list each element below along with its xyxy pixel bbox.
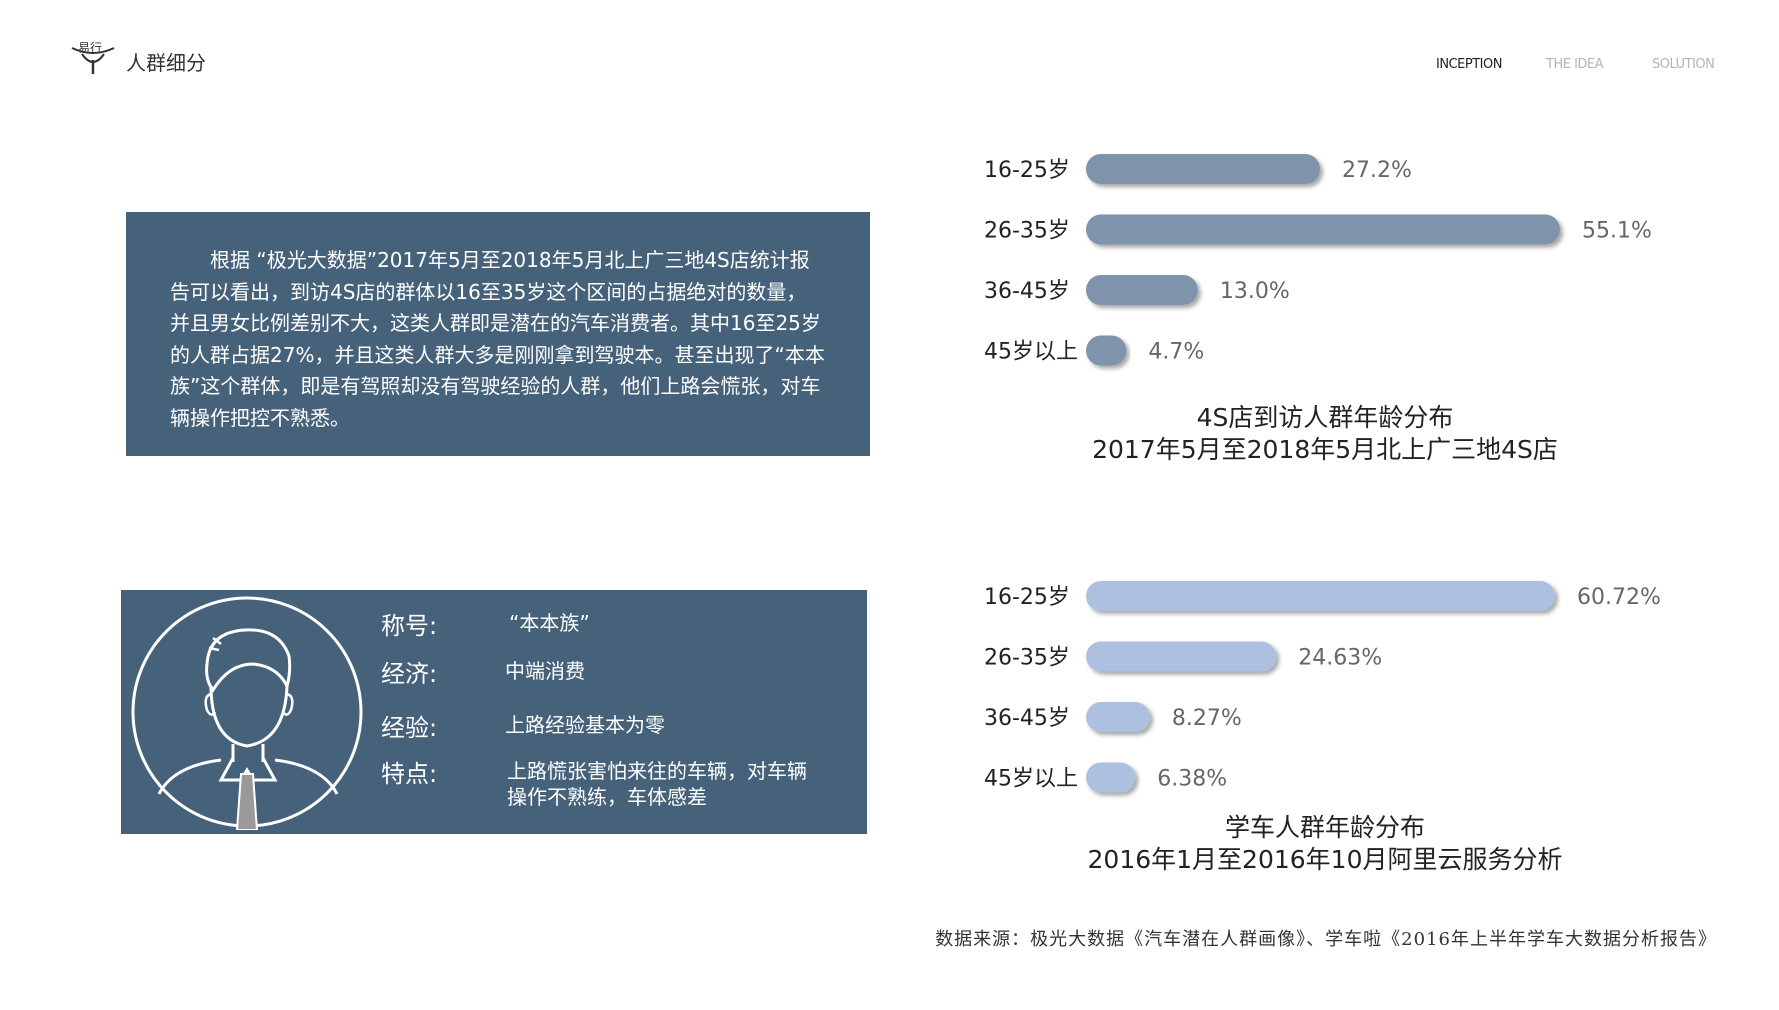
brand-logo-icon: 易行 <box>71 41 115 74</box>
category-label: 36-45岁 <box>984 279 1070 304</box>
category-label: 45岁以上 <box>984 767 1078 792</box>
profile-value-economy: 中端消费 <box>505 659 585 683</box>
chart-4s-visitors-age: 16-25岁 27.2% 26-35岁 55.1% 36-45岁 13.0% 45岁以上 4.… <box>984 154 1652 366</box>
chart-driving-learners-age: 16-25岁 60.72% 26-35岁 24.63% 36-45岁 8.27% 45岁以上… <box>984 581 1661 793</box>
logo-text: 易行 <box>78 41 102 55</box>
bar <box>1086 214 1560 245</box>
nav-inception[interactable]: INCEPTION <box>1436 57 1502 72</box>
category-label: 45岁以上 <box>984 340 1078 365</box>
value-label: 13.0% <box>1220 279 1290 304</box>
value-label: 60.72% <box>1577 585 1661 610</box>
category-label: 26-35岁 <box>984 646 1070 671</box>
bar <box>1086 275 1198 305</box>
chart-title-learners-main: 学车人群年龄分布 <box>1224 813 1425 842</box>
category-label: 16-25岁 <box>984 158 1070 183</box>
nav-solution[interactable]: SOLUTION <box>1652 57 1715 72</box>
profile-label-experience: 经验: <box>381 714 438 742</box>
value-label: 6.38% <box>1157 767 1227 792</box>
category-label: 36-45岁 <box>984 706 1070 731</box>
value-label: 24.63% <box>1298 646 1382 671</box>
category-label: 26-35岁 <box>984 219 1070 244</box>
page-title: 人群细分 <box>126 51 206 75</box>
person-avatar-icon <box>131 596 363 830</box>
profile-label-economy: 经济: <box>381 660 438 688</box>
chart-title-4s: 4S店到访人群年龄分布 2017年5月至2018年5月北上广三地4S店 <box>1060 402 1590 466</box>
chart-title-learners: 学车人群年龄分布 2016年1月至2016年10月阿里云服务分析 <box>1060 812 1590 876</box>
chart-title-4s-main: 4S店到访人群年龄分布 <box>1196 403 1454 432</box>
description-panel: 根据 “极光大数据”2017年5月至2018年5月北上广三地4S店统计报告可以看… <box>126 212 870 456</box>
bar <box>1086 641 1277 672</box>
bar <box>1086 762 1136 793</box>
chart-subtitle-4s: 2017年5月至2018年5月北上广三地4S店 <box>1092 435 1558 464</box>
value-label: 27.2% <box>1342 158 1412 183</box>
chart-subtitle-learners: 2016年1月至2016年10月阿里云服务分析 <box>1087 845 1563 874</box>
profile-panel: 称号: “本本族” 经济: 中端消费 经验: 上路经验基本为零 特点: 上路慌张… <box>121 590 867 834</box>
profile-value-traits: 上路慌张害怕来往的车辆，对车辆操作不熟练，车体感差 <box>507 759 807 809</box>
profile-value-experience: 上路经验基本为零 <box>505 713 665 737</box>
value-label: 55.1% <box>1582 219 1652 244</box>
value-label: 8.27% <box>1172 706 1242 731</box>
profile-label-title: 称号: <box>381 612 438 640</box>
data-source-note: 数据来源：极光大数据《汽车潜在人群画像》、学车啦《2016年上半年学车大数据分析… <box>935 929 1717 950</box>
bar <box>1086 581 1555 611</box>
value-label: 4.7% <box>1148 340 1204 365</box>
bar <box>1086 702 1150 732</box>
nav-the-idea[interactable]: THE IDEA <box>1546 57 1604 72</box>
bar <box>1086 335 1127 366</box>
profile-label-traits: 特点: <box>381 760 438 788</box>
bar <box>1086 154 1320 184</box>
category-label: 16-25岁 <box>984 585 1070 610</box>
profile-value-title: “本本族” <box>509 611 590 635</box>
